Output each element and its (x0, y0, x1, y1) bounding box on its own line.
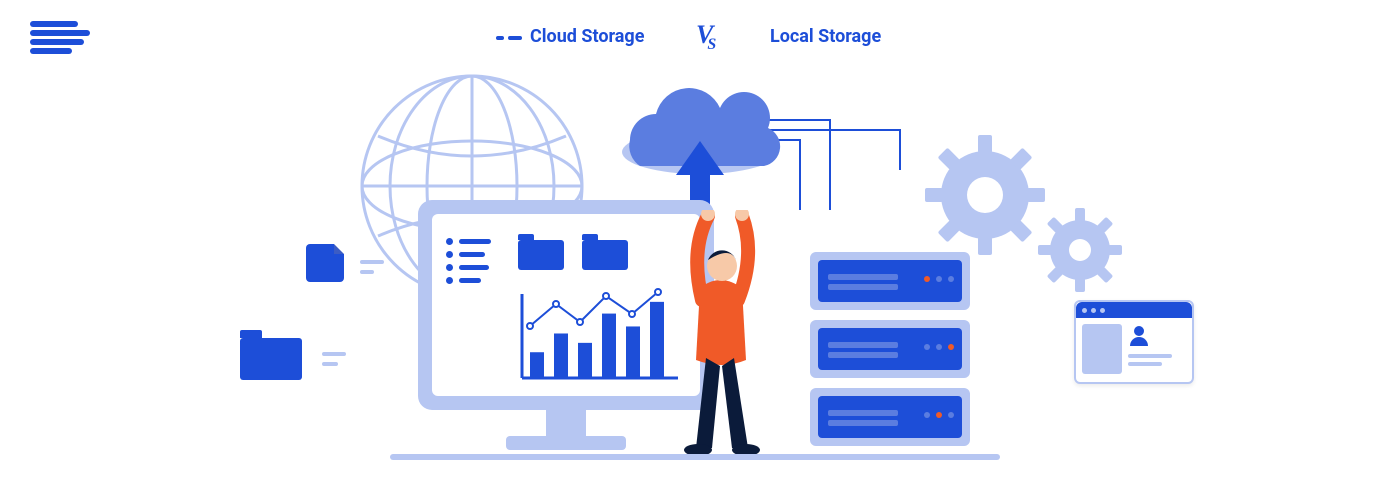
float-document-icon (306, 244, 344, 282)
logo-mark (30, 18, 100, 57)
vs-sub: S (707, 36, 716, 53)
window-dot (1091, 308, 1096, 313)
menu-item (446, 251, 491, 258)
logo-line (30, 30, 90, 36)
vs-icon: VS (696, 22, 722, 48)
ground-line (390, 454, 1000, 460)
header-left-label: Cloud Storage (530, 26, 644, 47)
logo-line (30, 48, 72, 54)
float-folder-icon (240, 330, 302, 380)
mini-line (1128, 362, 1162, 366)
menu-item (446, 238, 491, 245)
server-stack (810, 252, 970, 456)
mini-window (1074, 300, 1194, 384)
menu-list (446, 232, 491, 290)
motion-dash (322, 352, 346, 356)
logo-line (30, 39, 84, 45)
infographic-stage: Cloud Storage VS Local Storage (0, 0, 1400, 504)
folder-icon (582, 234, 628, 270)
server-unit (810, 320, 970, 378)
window-dot (1100, 308, 1105, 313)
motion-dash (360, 260, 384, 264)
header-dash (508, 36, 522, 40)
avatar-icon (1128, 324, 1150, 346)
header-dash (496, 36, 504, 40)
gear-small-icon (1030, 200, 1130, 300)
monitor-stand (506, 436, 626, 450)
logo-line (30, 21, 78, 27)
person-figure (660, 210, 800, 470)
menu-item (446, 264, 491, 271)
mini-window-header (1076, 302, 1192, 318)
mini-info (1128, 318, 1192, 380)
monitor-neck (546, 410, 586, 438)
window-dot (1082, 308, 1087, 313)
server-unit (810, 252, 970, 310)
bar-line-chart (518, 286, 682, 386)
header-right-label: Local Storage (770, 26, 881, 47)
mini-panel (1082, 324, 1122, 374)
menu-item (446, 277, 491, 284)
motion-dash (322, 362, 338, 366)
mini-window-body (1076, 318, 1192, 380)
mini-line (1128, 354, 1172, 358)
folder-icon (518, 234, 564, 270)
motion-dash (360, 270, 374, 274)
server-unit (810, 388, 970, 446)
